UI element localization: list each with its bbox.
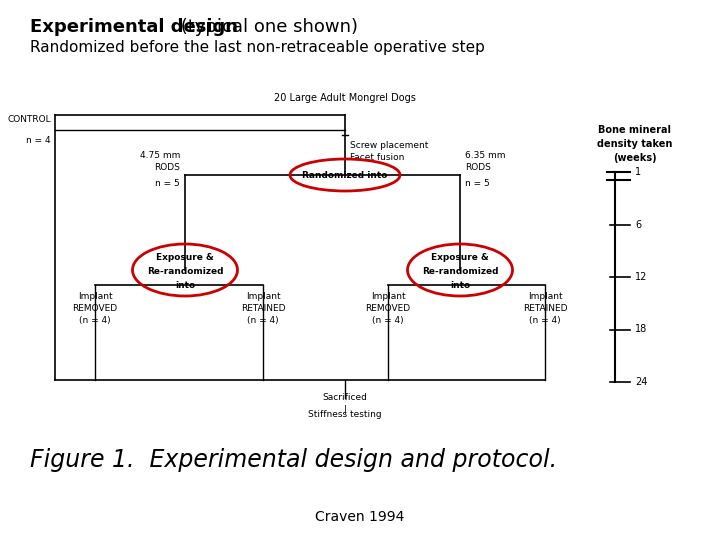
Text: RETAINED: RETAINED: [523, 304, 567, 313]
Text: Craven 1994: Craven 1994: [315, 510, 405, 524]
Text: 4.75 mm: 4.75 mm: [140, 151, 180, 159]
Text: Implant: Implant: [528, 292, 562, 301]
Text: REMOVED: REMOVED: [366, 304, 410, 313]
Text: RODS: RODS: [465, 163, 491, 172]
Text: (typical one shown): (typical one shown): [175, 18, 358, 36]
Text: (n = 4): (n = 4): [79, 316, 111, 325]
Text: CONTROL: CONTROL: [7, 115, 51, 124]
Text: (n = 4): (n = 4): [529, 316, 561, 325]
Text: RETAINED: RETAINED: [240, 304, 285, 313]
Text: n = 5: n = 5: [156, 179, 180, 187]
Text: 1: 1: [635, 167, 641, 177]
Text: Randomized into: Randomized into: [302, 171, 387, 179]
Text: n = 5: n = 5: [465, 179, 490, 187]
Text: Bone mineral: Bone mineral: [598, 125, 672, 135]
Text: 12: 12: [635, 272, 647, 282]
Text: Re-randomized: Re-randomized: [147, 267, 223, 276]
Text: Screw placement: Screw placement: [350, 140, 428, 150]
Text: Experimental design: Experimental design: [30, 18, 238, 36]
Text: Exposure &: Exposure &: [431, 253, 489, 262]
Text: 20 Large Adult Mongrel Dogs: 20 Large Adult Mongrel Dogs: [274, 93, 416, 103]
Text: (weeks): (weeks): [613, 153, 657, 163]
Text: Stiffness testing: Stiffness testing: [308, 410, 382, 419]
Text: Implant: Implant: [371, 292, 405, 301]
Text: |: |: [343, 405, 346, 414]
Text: into: into: [450, 281, 470, 291]
Text: 18: 18: [635, 325, 647, 334]
Text: into: into: [175, 281, 195, 291]
Text: (n = 4): (n = 4): [372, 316, 404, 325]
Text: 24: 24: [635, 377, 647, 387]
Text: Implant: Implant: [78, 292, 112, 301]
Text: 6.35 mm: 6.35 mm: [465, 151, 505, 159]
Text: RODS: RODS: [154, 163, 180, 172]
Text: Sacrificed: Sacrificed: [323, 393, 367, 402]
Text: Re-randomized: Re-randomized: [422, 267, 498, 276]
Text: Exposure &: Exposure &: [156, 253, 214, 262]
Text: Figure 1.  Experimental design and protocol.: Figure 1. Experimental design and protoc…: [30, 448, 557, 472]
Text: REMOVED: REMOVED: [73, 304, 117, 313]
Text: Facet fusion: Facet fusion: [350, 153, 405, 163]
Text: Implant: Implant: [246, 292, 280, 301]
Text: (n = 4): (n = 4): [247, 316, 279, 325]
Text: density taken: density taken: [598, 139, 672, 149]
Text: Randomized before the last non-retraceable operative step: Randomized before the last non-retraceab…: [30, 40, 485, 55]
Text: n = 4: n = 4: [27, 136, 51, 145]
Text: 6: 6: [635, 219, 641, 230]
